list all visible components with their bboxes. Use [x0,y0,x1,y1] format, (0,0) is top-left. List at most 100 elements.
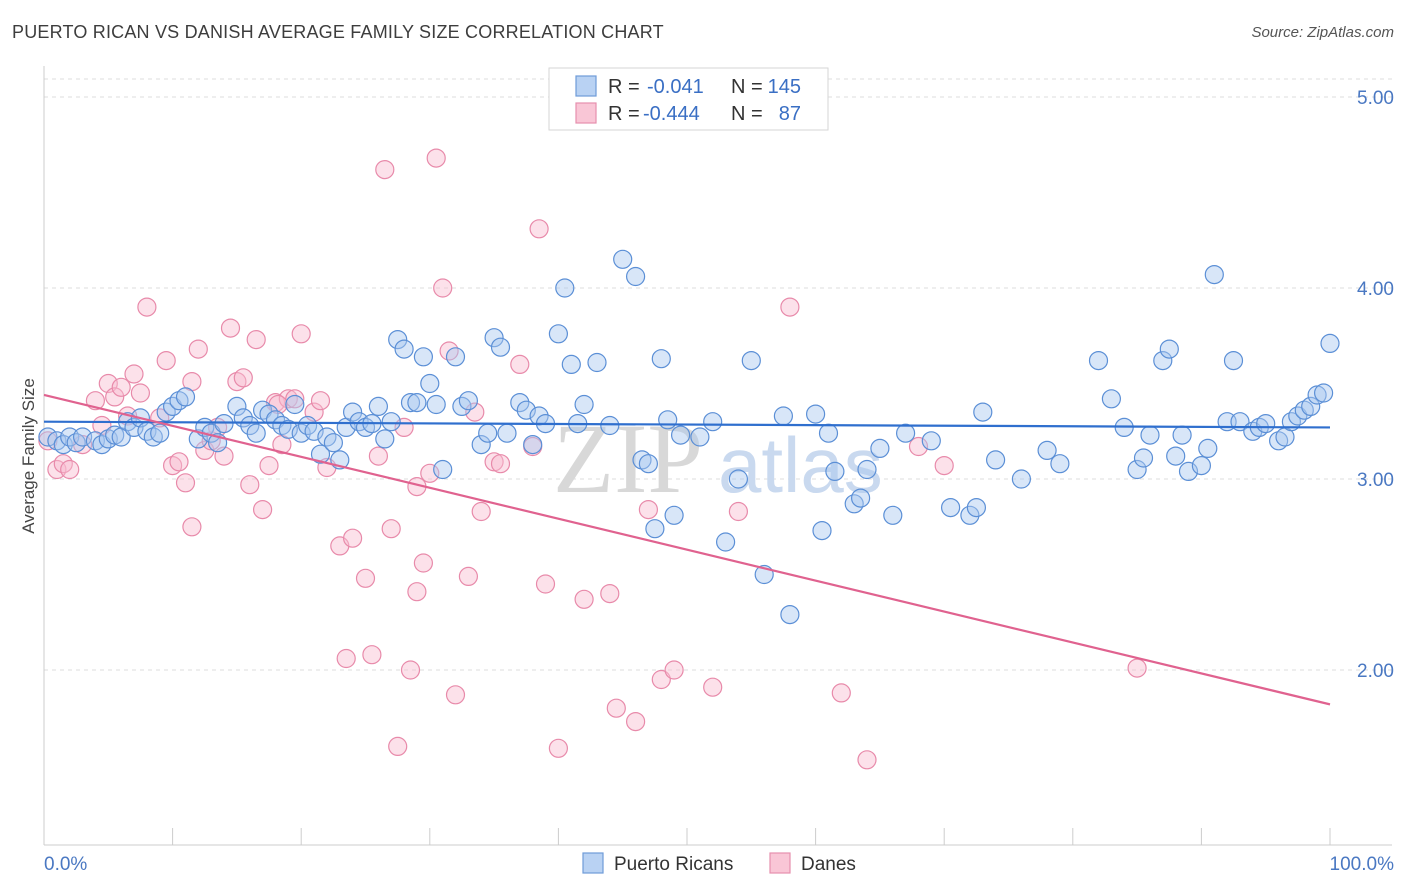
danes-point [458,566,478,587]
puerto-ricans-point [985,450,1006,470]
y-axis-label: Average Family Size [19,378,38,534]
series-label-danes: Danes [801,854,856,875]
danes-point [343,528,363,548]
puerto-ricans-point [413,347,433,367]
legend-r-label: R = [608,76,640,98]
danes-point [574,589,594,609]
puerto-ricans-point [555,278,575,298]
puerto-ricans-point [394,339,414,359]
x-tick-label-max: 100.0% [1330,854,1395,875]
watermark-zip: ZIP [553,403,703,514]
danes-point [400,660,421,680]
puerto-ricans-point [1127,459,1147,480]
puerto-ricans-point [600,415,620,436]
puerto-ricans-point [670,425,691,445]
series-label-puerto-ricans: Puerto Ricans [614,854,733,875]
puerto-ricans-point [818,423,839,443]
danes-point [831,683,851,703]
danes-point [355,568,376,588]
legend-r-value: -0.041 [647,76,704,98]
puerto-ricans-point [638,454,659,474]
danes-trend-line [43,393,1331,706]
danes-point [259,456,279,476]
danes-point [651,669,671,690]
danes-point [368,446,388,466]
puerto-ricans-point [407,393,427,413]
puerto-ricans-point [703,412,723,432]
x-tick-label-min: 0.0% [44,854,87,875]
puerto-ricans-point [1191,456,1212,476]
puerto-ricans-point [471,435,491,455]
puerto-ricans-point [246,423,266,443]
puerto-ricans-point [664,505,684,525]
puerto-ricans-point [921,431,941,451]
puerto-ricans-point [1037,440,1057,460]
danes-point [703,677,723,697]
puerto-ricans-point [433,459,453,480]
puerto-ricans-point [72,427,93,447]
puerto-ricans-point [323,433,343,453]
puerto-ricans-point [645,519,665,539]
puerto-ricans-point [715,532,736,552]
danes-point [535,574,556,594]
puerto-ricans-point [1198,438,1218,458]
puerto-ricans-point [368,396,388,416]
danes-point [934,456,954,476]
puerto-ricans-point [825,461,845,481]
puerto-ricans-point [458,391,478,411]
danes-point [111,377,131,397]
puerto-ricans-point [658,410,678,430]
puerto-ricans-point [175,387,196,407]
puerto-ricans-point [805,404,826,424]
puerto-ricans-point [780,604,800,625]
correlation-legend: R = -0.041 N = 145 R = -0.444 N = 87 [548,67,829,131]
danes-point [407,582,427,602]
danes-point [600,583,620,604]
puerto-ricans-point [741,351,761,371]
puerto-ricans-point [426,394,446,415]
puerto-ricans-point [240,415,260,436]
puerto-ricans-point [388,330,408,350]
legend-r-value: -0.444 [643,103,700,125]
danes-point [175,473,196,493]
puerto-ricans-point [548,324,569,344]
puerto-ricans-point [870,438,890,458]
y-tick-label: 2.00 [1357,661,1394,682]
danes-point [510,354,530,374]
danes-point [362,645,382,665]
puerto-ricans-point [940,498,961,518]
puerto-ricans-point [1301,396,1321,416]
puerto-ricans-point [651,349,671,369]
danes-point [220,318,241,338]
source-label: Source: ZipAtlas.com [1251,24,1394,41]
danes-point [857,750,877,770]
puerto-ricans-point [105,425,125,445]
legend-r-label: R = [608,103,640,125]
series-swatch-danes [769,852,791,874]
puerto-ricans-point [150,423,170,443]
y-tick-label: 4.00 [1357,279,1394,300]
puerto-ricans-point [381,412,401,432]
puerto-ricans-point [857,459,877,480]
puerto-ricans-point [510,393,530,413]
danes-point [240,475,260,495]
puerto-ricans-point [1011,469,1032,489]
puerto-ricans-point [1159,339,1179,359]
danes-point [246,330,266,350]
x-tick-marks [43,828,1331,845]
puerto-ricans-point [400,393,421,413]
danes-point [664,660,684,680]
puerto-ricans-point [478,423,498,443]
puerto-ricans-point [690,427,710,447]
danes-point [529,219,549,239]
legend-n-label: N = [731,103,763,125]
danes-point [233,368,253,388]
danes-point [413,553,433,573]
danes-point [130,383,150,403]
danes-point [1127,658,1147,678]
puerto-ricans-point [310,444,331,464]
puerto-ricans-point [1050,454,1070,474]
danes-point [381,519,401,539]
puerto-ricans-points [38,249,1340,625]
danes-point [908,436,929,457]
